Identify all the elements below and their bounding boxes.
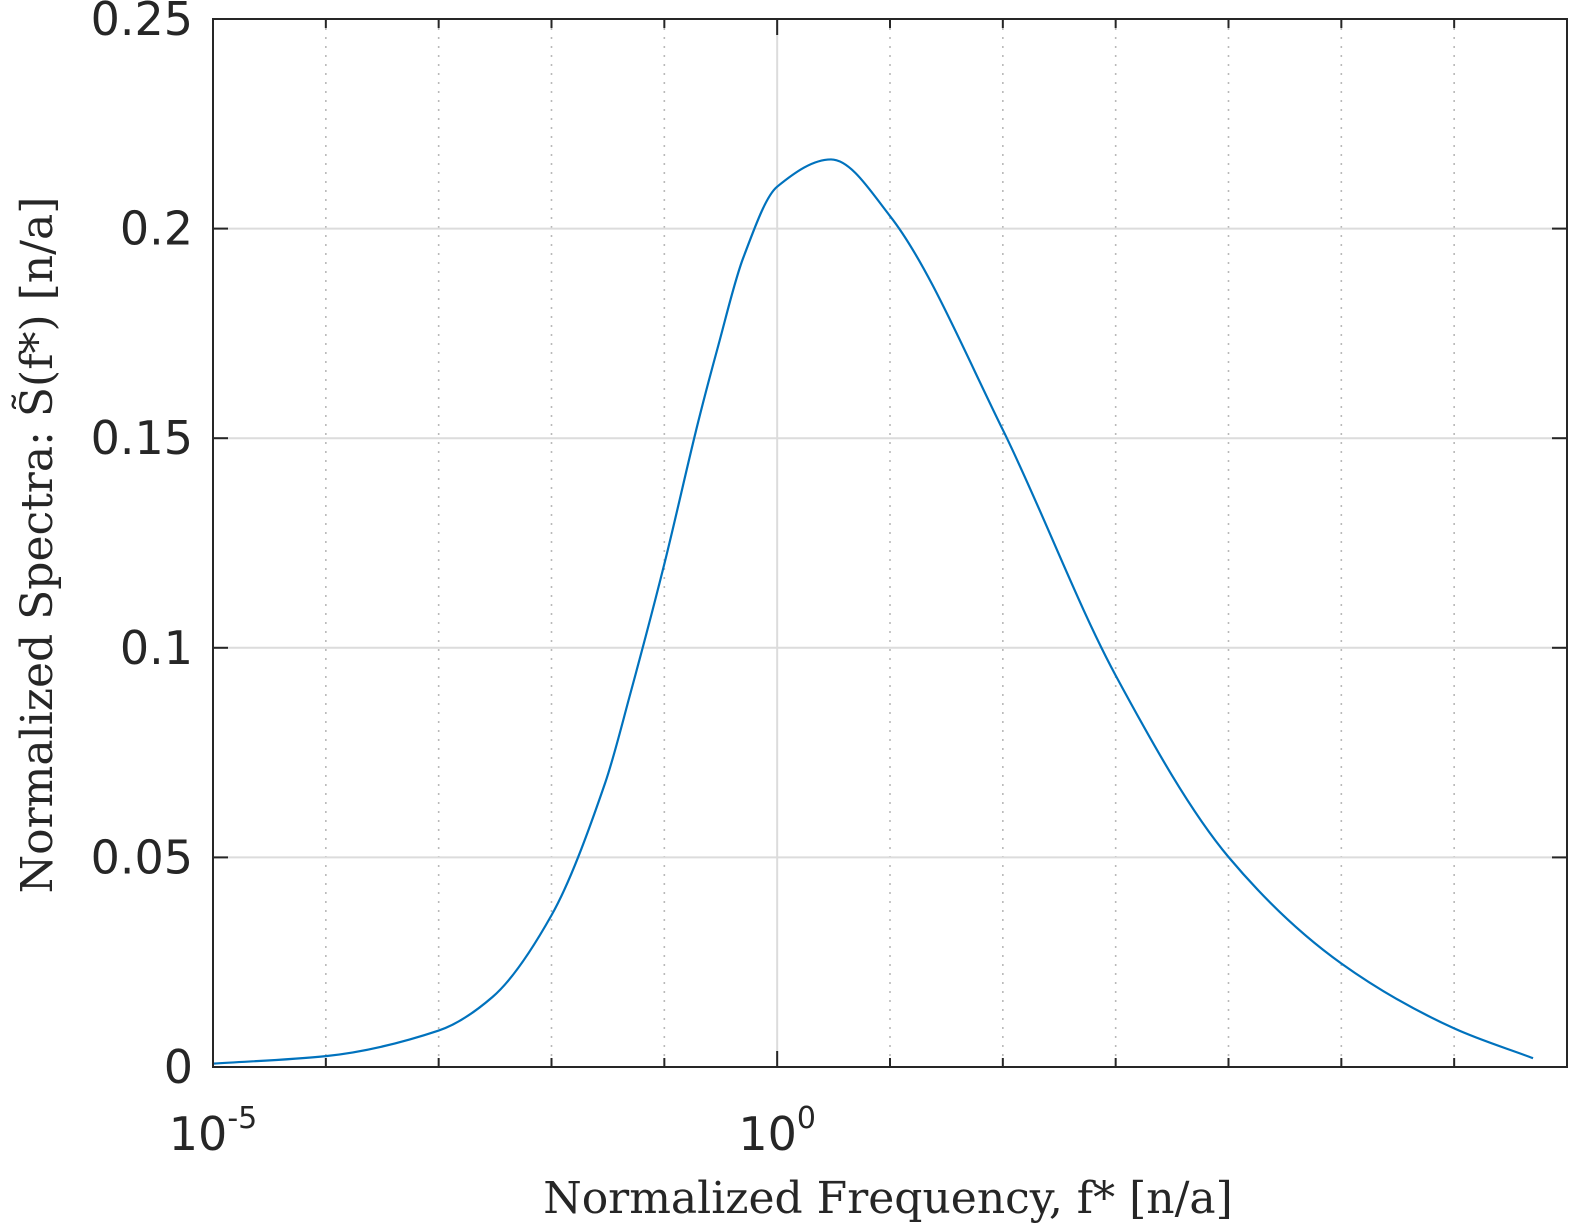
x-axis-title: Normalized Frequency, f* [n/a] [543, 1173, 1233, 1224]
grid-lines [213, 19, 1567, 1067]
x-tick-label: 10-5 [169, 1101, 257, 1161]
x-tick-label: 100 [738, 1101, 816, 1161]
y-tick-label: 0 [164, 1040, 193, 1094]
y-tick-label: 0.05 [91, 830, 193, 884]
y-tick-label: 0.15 [91, 411, 193, 465]
y-tick-label: 0.25 [91, 0, 193, 46]
y-tick-labels: 0 0.05 0.1 0.15 0.2 0.25 [91, 0, 193, 1094]
spectrum-line [212, 158, 1534, 1065]
x-tick-labels: 10-5 100 [169, 1101, 816, 1161]
y-tick-label: 0.2 [120, 202, 193, 256]
y-tick-label: 0.1 [120, 621, 193, 675]
y-axis-title: Normalized Spectra: S̃(f*) [n/a] [10, 197, 63, 894]
tick-marks [212, 18, 1568, 1068]
